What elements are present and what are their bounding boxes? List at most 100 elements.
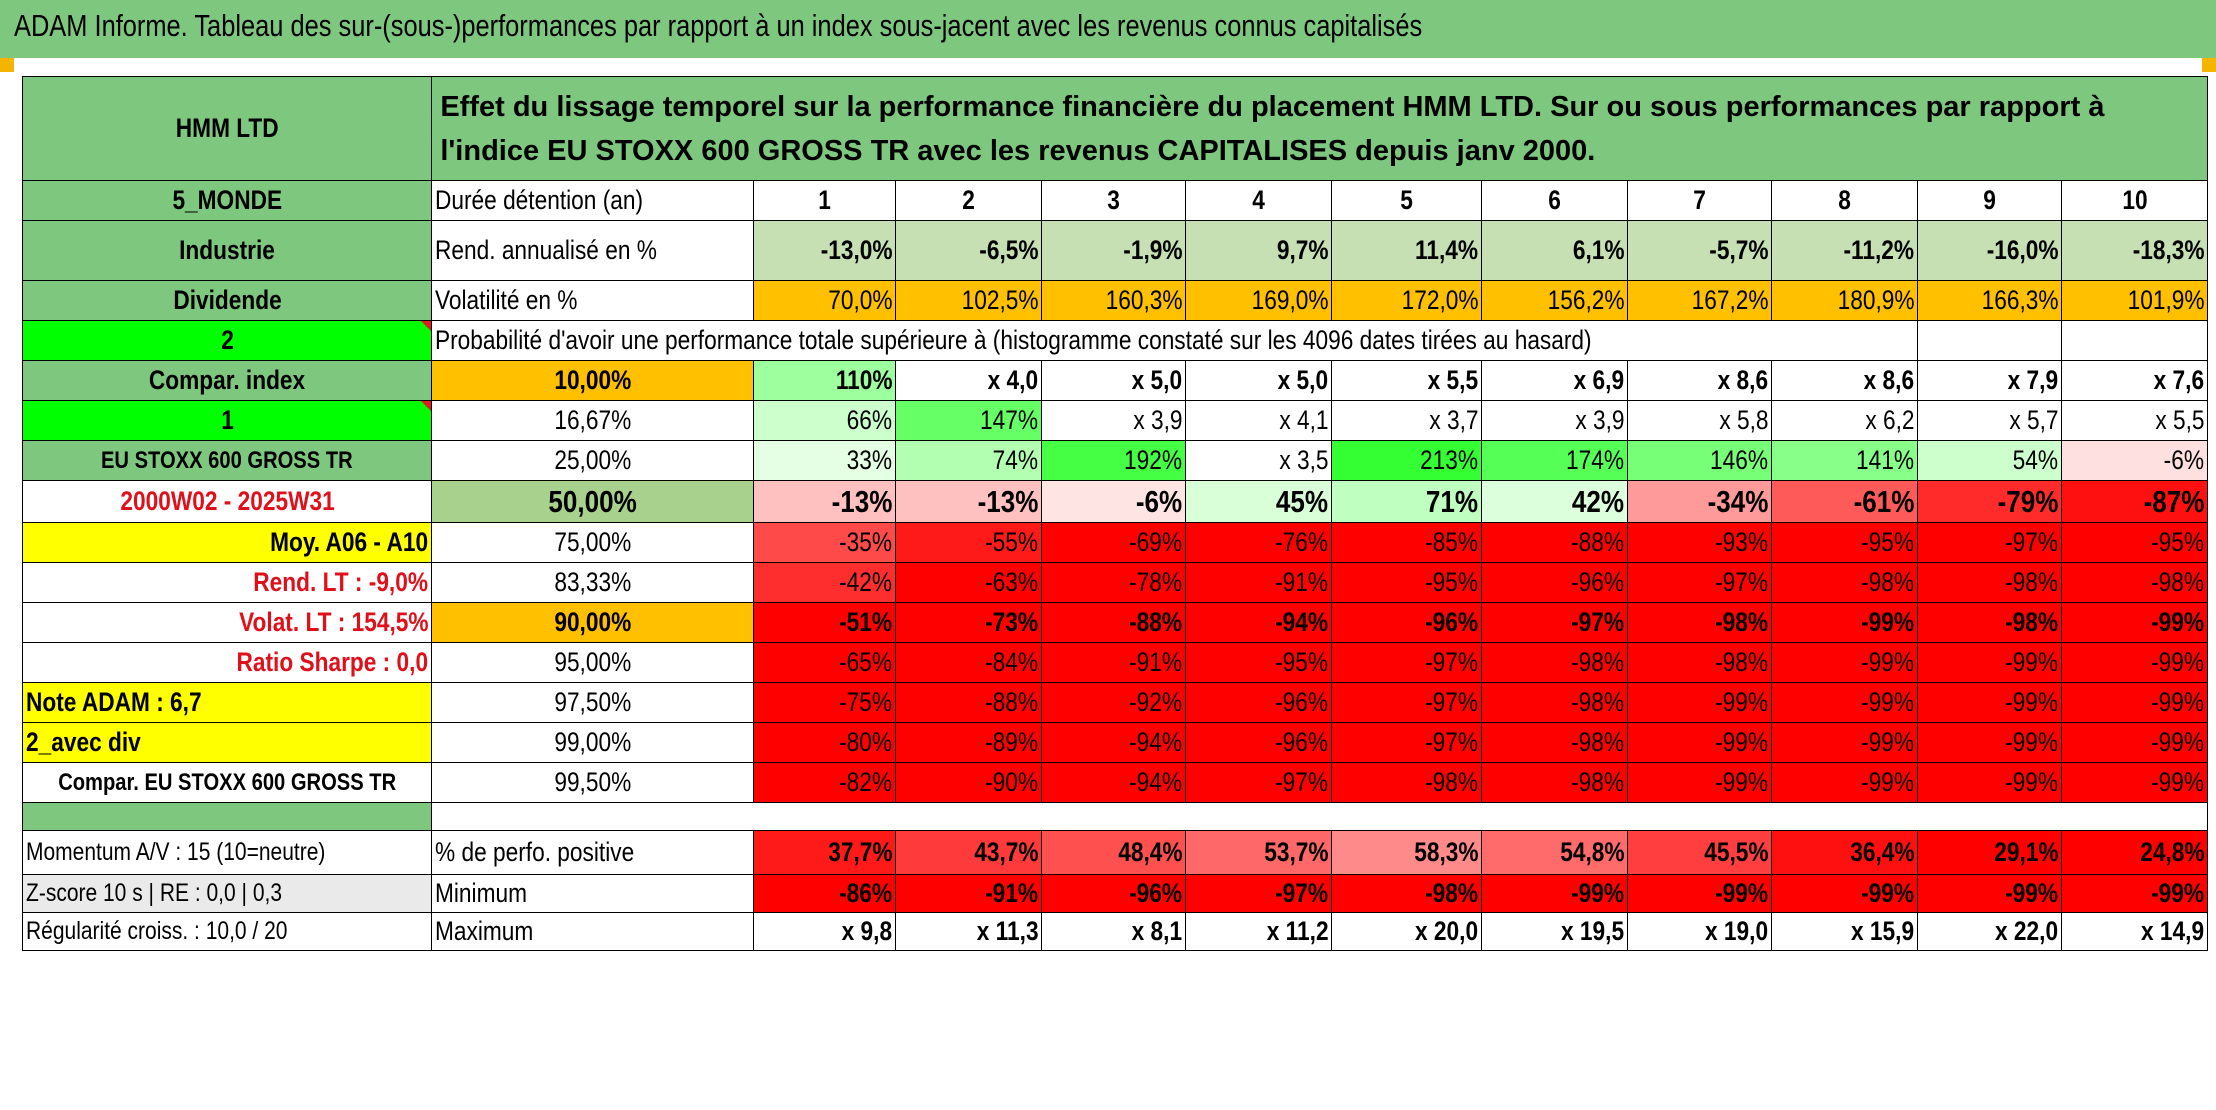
quantile-value-cell-text: x 5,0 bbox=[1131, 365, 1183, 395]
duration-year: 5 bbox=[1331, 180, 1483, 221]
probability-title: Probabilité d'avoir une performance tota… bbox=[431, 320, 1919, 361]
side-label-region-text: 5_MONDE bbox=[172, 185, 282, 215]
side-label-text: Moy. A06 - A10 bbox=[270, 527, 429, 557]
quantile-value-cell-text: -91% bbox=[1275, 567, 1329, 597]
quantile-value-cell: -98% bbox=[1917, 602, 2063, 643]
quantile-value-cell: -85% bbox=[1331, 522, 1483, 563]
side-label-code: 2 bbox=[21, 320, 433, 361]
summary-value-cell-text: x 19,5 bbox=[1561, 916, 1625, 946]
side-label-sector: Industrie bbox=[21, 220, 433, 281]
quantile-value-cell-text: 147% bbox=[980, 405, 1039, 435]
summary-value-cell: x 8,1 bbox=[1041, 912, 1187, 951]
quantile-value-cell: -75% bbox=[753, 682, 897, 723]
quantile-value-cell-text: -42% bbox=[839, 567, 893, 597]
quantile-value-cell: -93% bbox=[1627, 522, 1773, 563]
probability-title-text: Probabilité d'avoir une performance tota… bbox=[435, 325, 1592, 355]
quantile-value-cell-text: -93% bbox=[1715, 527, 1769, 557]
volatility-title-text: Volatilité en % bbox=[435, 285, 578, 315]
quantile-value-cell: -99% bbox=[2061, 682, 2209, 723]
quantile-value-cell-text: -97% bbox=[1275, 767, 1329, 797]
probability-level-text: 25,00% bbox=[554, 445, 632, 475]
summary-value-cell-text: 24,8% bbox=[2140, 837, 2205, 867]
probability-level: 99,00% bbox=[431, 722, 755, 763]
quantile-value-cell: x 5,8 bbox=[1627, 400, 1773, 441]
summary-value-cell-text: 36,4% bbox=[1850, 837, 1915, 867]
quantile-value-cell-text: -87% bbox=[2143, 483, 2205, 519]
duration-year-text: 9 bbox=[1983, 185, 1997, 215]
side-label-text: Note ADAM : 6,7 bbox=[26, 687, 202, 717]
header-row: HMM LTD Effet du lissage temporel sur la … bbox=[21, 76, 2209, 181]
spacer-cell bbox=[431, 802, 2209, 831]
quantile-value-cell: 213% bbox=[1331, 440, 1483, 481]
quantile-value-cell: -94% bbox=[1185, 602, 1333, 643]
quantile-value-cell: x 3,7 bbox=[1331, 400, 1483, 441]
probability-level-text: 99,50% bbox=[554, 767, 632, 797]
quantile-value-cell: x 6,9 bbox=[1481, 360, 1629, 401]
summary-value-cell: -98% bbox=[1331, 874, 1483, 913]
quantile-value-cell: -97% bbox=[1917, 522, 2063, 563]
annual-return-cell: -1,9% bbox=[1041, 220, 1187, 281]
summary-value-cell-text: x 9,8 bbox=[841, 916, 893, 946]
side-label-dividend: Dividende bbox=[21, 280, 433, 321]
summary-label: Régularité croiss. : 10,0 / 20 bbox=[21, 912, 433, 951]
probability-level: 83,33% bbox=[431, 562, 755, 603]
quantile-value-cell: 192% bbox=[1041, 440, 1187, 481]
summary-title: Minimum bbox=[431, 874, 755, 913]
quantile-value-cell-text: -65% bbox=[839, 647, 893, 677]
quantile-value-cell-text: -35% bbox=[839, 527, 893, 557]
quantile-value-cell: -98% bbox=[1481, 722, 1629, 763]
quantile-value-cell: -6% bbox=[1041, 480, 1187, 523]
quantile-value-cell: -95% bbox=[1185, 642, 1333, 683]
quantile-value-cell-text: -55% bbox=[985, 527, 1039, 557]
quantile-value-cell: x 6,2 bbox=[1771, 400, 1919, 441]
quantile-value-cell: -98% bbox=[1481, 642, 1629, 683]
quantile-value-cell-text: -98% bbox=[1571, 767, 1625, 797]
quantile-value-cell: -99% bbox=[1771, 602, 1919, 643]
volatility-cell: 166,3% bbox=[1917, 280, 2063, 321]
quantile-value-cell-text: 42% bbox=[1572, 483, 1625, 519]
annual-return-cell-text: -13,0% bbox=[820, 235, 893, 265]
side-label: 2_avec div bbox=[21, 722, 433, 763]
duration-year-text: 7 bbox=[1693, 185, 1707, 215]
comment-marker-icon bbox=[421, 321, 431, 331]
return-title-text: Rend. annualisé en % bbox=[435, 235, 658, 265]
quantile-value-cell: -99% bbox=[1771, 682, 1919, 723]
summary-title: % de perfo. positive bbox=[431, 830, 755, 875]
summary-title-text: % de perfo. positive bbox=[435, 837, 635, 867]
side-label-text: 2_avec div bbox=[26, 727, 141, 757]
duration-year: 1 bbox=[753, 180, 897, 221]
quantile-row: Note ADAM : 6,7 97,50% -75% -88% -92% -96% -97… bbox=[21, 682, 2209, 723]
quantile-value-cell: -97% bbox=[1627, 562, 1773, 603]
quantile-value-cell-text: -99% bbox=[2151, 767, 2205, 797]
quantile-value-cell-text: -99% bbox=[2151, 647, 2205, 677]
quantile-value-cell: -55% bbox=[895, 522, 1043, 563]
quantile-value-cell: -98% bbox=[1627, 642, 1773, 683]
annual-return-cell: -16,0% bbox=[1917, 220, 2063, 281]
quantile-value-cell: -97% bbox=[1331, 642, 1483, 683]
description: Effet du lissage temporel sur la perform… bbox=[431, 76, 2209, 181]
quantile-value-cell-text: -98% bbox=[1571, 687, 1625, 717]
quantile-value-cell: -34% bbox=[1627, 480, 1773, 523]
annual-return-cell-text: -5,7% bbox=[1709, 235, 1769, 265]
quantile-value-cell-text: 45% bbox=[1276, 483, 1329, 519]
quantile-value-cell-text: -97% bbox=[1425, 647, 1479, 677]
summary-value-cell-text: 48,4% bbox=[1118, 837, 1183, 867]
spacer-row bbox=[21, 802, 2209, 831]
quantile-value-cell-text: 54% bbox=[2012, 445, 2059, 475]
side-label-text: Ratio Sharpe : 0,0 bbox=[236, 647, 429, 677]
summary-value-cell-text: 43,7% bbox=[974, 837, 1039, 867]
annual-return-cell-text: -1,9% bbox=[1123, 235, 1183, 265]
quantile-value-cell: -88% bbox=[1041, 602, 1187, 643]
quantile-value-cell: -99% bbox=[2061, 762, 2209, 803]
quantile-value-cell: 71% bbox=[1331, 480, 1483, 523]
quantile-value-cell-text: -99% bbox=[2005, 687, 2059, 717]
quantile-row: Volat. LT : 154,5% 90,00% -51% -73% -88% -94%… bbox=[21, 602, 2209, 643]
quantile-value-cell-text: -6% bbox=[2164, 445, 2205, 475]
quantile-value-cell-text: -96% bbox=[1275, 687, 1329, 717]
quantile-value-cell: -96% bbox=[1185, 682, 1333, 723]
summary-value-cell: -96% bbox=[1041, 874, 1187, 913]
duration-title-text: Durée détention (an) bbox=[435, 185, 644, 215]
corner-marker-right bbox=[2202, 58, 2216, 72]
quantile-value-cell-text: x 8,6 bbox=[1717, 365, 1769, 395]
quantile-value-cell: -97% bbox=[1185, 762, 1333, 803]
